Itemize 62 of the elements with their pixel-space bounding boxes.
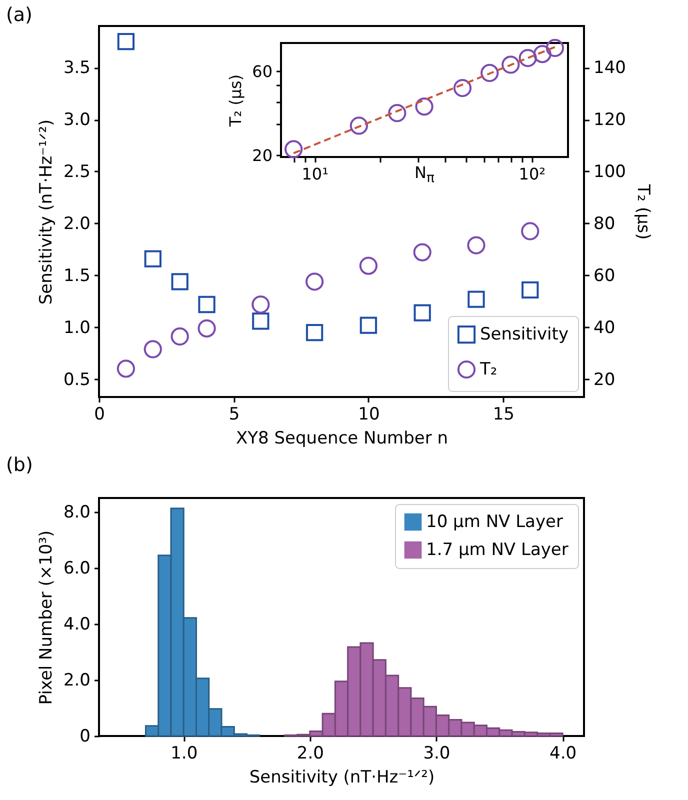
y2-tick-label: 100 bbox=[594, 162, 626, 182]
point bbox=[521, 222, 540, 240]
legend-label: Sensitivity bbox=[480, 324, 569, 344]
y2-tick-label: 140 bbox=[594, 58, 626, 78]
point bbox=[198, 319, 216, 338]
x-tick-label: 10² bbox=[518, 164, 546, 184]
text: (b) bbox=[6, 454, 33, 476]
y-tick-label: 2.0 bbox=[63, 214, 90, 234]
legend-label: 1.7 μm NV Layer bbox=[426, 540, 568, 560]
x-tick-label: 3.0 bbox=[423, 744, 450, 764]
legend-label: T₂ bbox=[479, 360, 498, 380]
y-tick-label: 4.0 bbox=[63, 614, 90, 634]
point bbox=[468, 290, 485, 308]
y-tick-label: 8.0 bbox=[63, 502, 90, 522]
point bbox=[144, 340, 162, 358]
point bbox=[522, 281, 539, 299]
y-tick-label: 2.0 bbox=[63, 670, 90, 690]
x-tick-label: 0 bbox=[94, 404, 105, 424]
y2-tick-label: 40 bbox=[594, 318, 616, 338]
point bbox=[359, 256, 378, 275]
x-tick-label: 10¹ bbox=[302, 164, 329, 184]
y-axis-title: Pixel Number (×10³) bbox=[36, 530, 56, 705]
x-tick-label: 15 bbox=[492, 404, 514, 424]
point bbox=[198, 296, 216, 314]
x-axis-title: N$_{π}$ bbox=[414, 163, 434, 186]
y-tick-label: 3.0 bbox=[63, 110, 90, 130]
legend-label: 10 μm NV Layer bbox=[426, 512, 563, 532]
y-tick-label: 0 bbox=[80, 726, 90, 746]
text: (a) bbox=[6, 4, 32, 26]
point bbox=[252, 312, 270, 330]
point bbox=[414, 304, 431, 322]
point bbox=[171, 273, 188, 290]
x-tick-label: 1.0 bbox=[170, 744, 198, 764]
y2-tick-label: 20 bbox=[594, 370, 616, 390]
y2-axis-title: T₂ (μs) bbox=[632, 183, 653, 240]
point bbox=[170, 327, 189, 346]
point bbox=[306, 324, 324, 342]
point bbox=[467, 236, 486, 254]
y-tick-label: 2.5 bbox=[63, 162, 90, 182]
x-tick-label: 10 bbox=[358, 404, 380, 424]
x-tick-label: 2.0 bbox=[296, 744, 324, 764]
x-axis-title: XY8 Sequence Number n bbox=[236, 428, 448, 448]
x-tick-label: 5 bbox=[228, 404, 240, 424]
x-tick-label: 4.0 bbox=[550, 744, 577, 764]
y-tick-label: 3.5 bbox=[63, 58, 90, 78]
point bbox=[116, 360, 136, 378]
y-tick-label: 6.0 bbox=[63, 558, 90, 578]
point bbox=[252, 295, 270, 314]
y-axis-title: T₂ (μs) bbox=[226, 74, 246, 128]
point bbox=[413, 243, 432, 262]
point bbox=[144, 250, 162, 268]
y-axis-title: Sensitivity (nT·Hz⁻¹ᐟ²) bbox=[36, 119, 56, 305]
y2-tick-label: 120 bbox=[594, 110, 626, 130]
y-tick-label: 1.0 bbox=[63, 318, 90, 338]
y2-tick-label: 60 bbox=[594, 266, 616, 286]
point bbox=[117, 33, 135, 50]
y-tick-label: 0.5 bbox=[63, 370, 90, 390]
y2-tick-label: 80 bbox=[594, 214, 616, 234]
point bbox=[360, 316, 378, 334]
point bbox=[305, 272, 324, 291]
x-axis-title: Sensitivity (nT·Hz⁻¹ᐟ²) bbox=[249, 768, 435, 788]
y-tick-label: 1.5 bbox=[63, 266, 90, 286]
